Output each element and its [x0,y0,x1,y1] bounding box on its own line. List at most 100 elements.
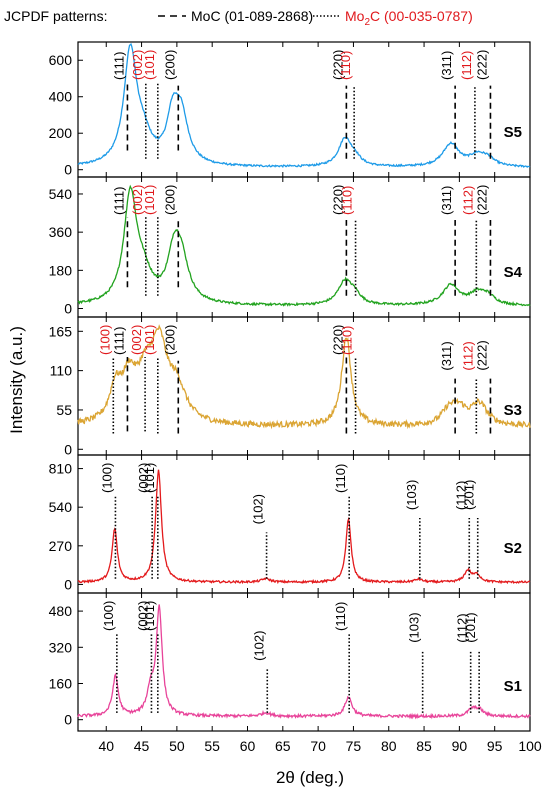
peak-label: (102) [251,631,266,661]
y-tick-label: 165 [49,323,73,339]
legend-mo2c-prefix: Mo [345,8,365,24]
x-axis-title: 2θ (deg.) [276,768,344,787]
peak-label: (002) [136,463,151,493]
y-tick-label: 0 [64,576,72,592]
peak-label: (220) [330,325,345,355]
y-tick-label: 810 [49,461,73,477]
peak-label: (200) [162,185,177,215]
sample-label: S5 [504,124,522,141]
y-tick-label: 0 [64,301,72,317]
panel-frame [77,592,531,732]
legend-prefix: JCPDF patterns: [4,8,107,24]
y-tick-label: 320 [49,639,73,655]
y-tick-label: 540 [49,499,73,515]
y-tick-label: 0 [64,441,72,457]
x-tick-label: 80 [381,738,397,754]
peak-label: (100) [99,463,114,493]
peak-label: (222) [474,50,489,80]
x-tick-label: 60 [240,738,256,754]
peak-label: (110) [333,602,348,631]
peak-label: (112) [455,613,470,642]
peak-label: (112) [459,51,474,80]
peak-label: (112) [460,186,475,215]
sample-label: S3 [504,402,522,419]
x-tick-label: 40 [98,738,114,754]
series-line-s4 [77,184,531,307]
peak-label: (220) [330,50,345,80]
panel-s1: 0 160 320 480 (100) (002)(101) (102) (110) (103)… [49,592,531,732]
y-tick-label: 0 [64,712,72,728]
x-tick-label: 95 [487,738,503,754]
y-tick-label: 0 [64,162,72,178]
peak-label: (311) [439,186,454,215]
y-axis-title: Intensity (a.u.) [7,326,26,434]
y-tick-label: 160 [49,675,73,691]
peak-label: (002) [135,601,150,631]
x-tick-label: 45 [134,738,150,754]
peak-label: (110) [338,51,353,80]
peak-label: (220) [330,185,345,215]
peak-label: (101) [142,185,157,215]
series-line-s1 [77,604,531,720]
peak-label: (111) [111,52,126,80]
peak-label: (101) [142,601,157,631]
panel-s2: 0 270 540 810 (100) (002)(101) (102) (110) (103)… [49,454,531,594]
panel-s4: 0 180 360 540 (111) (002)(101) (200) (220)(110)… [49,176,531,318]
series-line-s2 [77,469,531,585]
peak-label: (112) [460,341,475,370]
y-tick-label: 600 [49,52,73,68]
y-tick-label: 200 [49,125,73,141]
peak-label: (103) [404,480,419,510]
sample-label: S2 [504,540,522,557]
peak-label: (110) [333,464,348,493]
peak-label: (200) [162,325,177,355]
x-tick-label: 90 [452,738,468,754]
peak-label: (101) [142,463,157,493]
peak-label: (101) [142,50,157,80]
sample-label: S4 [504,264,523,281]
peak-label: (002) [129,325,144,355]
peak-label: (311) [439,51,454,80]
x-tick-label: 55 [204,738,220,754]
peak-label: (002) [130,185,145,215]
peak-label: (110) [340,326,355,355]
y-tick-label: 180 [49,262,73,278]
x-axis: 40 45 50 55 60 65 70 75 80 85 90 95 100 [98,738,541,754]
peak-label: (103) [407,612,422,642]
x-tick-label: 85 [416,738,432,754]
peak-label: (100) [101,601,116,631]
y-tick-label: 55 [56,402,72,418]
x-tick-label: 50 [169,738,185,754]
peak-label: (111) [111,327,126,355]
peak-label: (222) [474,185,489,215]
legend-moc-label: MoC (01-089-2868) [191,8,313,24]
y-tick-label: 400 [49,89,73,105]
peak-label: (002) [130,50,145,80]
x-tick-label: 70 [310,738,326,754]
y-tick-label: 270 [49,538,73,554]
peak-label: (222) [474,340,489,370]
peak-label: (100) [97,325,112,355]
peak-label: (102) [251,494,266,524]
x-tick-label: 65 [275,738,291,754]
legend-mo2c-suffix: C (00-035-0787) [370,8,473,24]
y-tick-label: 110 [50,363,73,379]
y-tick-label: 480 [49,603,73,619]
legend-mo2c-sub: 2 [364,17,370,28]
peak-label: (111) [111,187,126,215]
peak-label: (201) [462,480,477,510]
panel-s5: 0 200 400 600 (111) (002)(101) (200) (220)(110)… [49,41,531,178]
y-tick-label: 540 [49,186,73,202]
peak-label: (311) [439,341,454,370]
peak-label: (200) [162,50,177,80]
y-tick-label: 360 [49,224,73,240]
x-tick-label: 100 [518,738,542,754]
peak-label: (112) [453,481,468,510]
sample-label: S1 [504,678,522,695]
peak-label: (110) [340,186,355,215]
legend: JCPDF patterns: MoC (01-089-2868) Mo2C (… [4,8,473,28]
legend-mo2c-label: Mo2C (00-035-0787) [345,8,473,28]
